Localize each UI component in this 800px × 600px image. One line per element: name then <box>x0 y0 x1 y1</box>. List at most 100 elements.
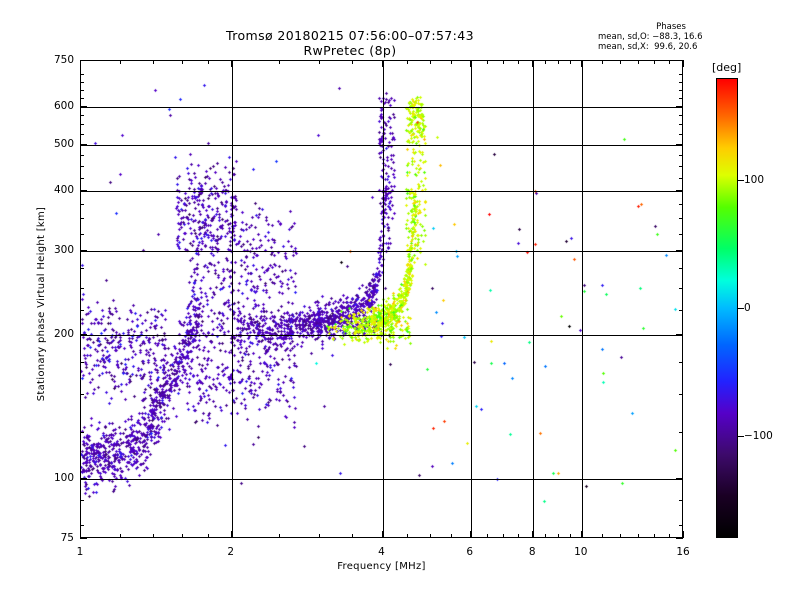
colorbar-tick-label: 0 <box>744 302 751 314</box>
x-tick-label: 10 <box>574 546 588 558</box>
x-axis-title: Frequency [MHz] <box>337 561 426 572</box>
phase-stats-header: Phases <box>656 22 686 32</box>
y-tick-minor-right <box>679 500 683 501</box>
gridline-vertical <box>582 61 583 537</box>
x-tick-label: 1 <box>76 546 84 558</box>
x-tick-minor <box>518 534 519 538</box>
y-tick-label: 400 <box>53 184 74 197</box>
x-tick-minor <box>620 534 621 538</box>
y-tick-minor <box>80 234 84 235</box>
colorbar-tick <box>738 308 744 309</box>
x-tick-minor <box>279 534 280 538</box>
y-tick-minor-right <box>679 432 683 433</box>
x-tick-minor <box>430 534 431 538</box>
x-tick-minor-top <box>120 60 121 64</box>
y-tick-major-right <box>676 250 683 251</box>
gridline-horizontal <box>81 479 682 480</box>
x-tick-minor-top <box>279 60 280 64</box>
x-tick-minor <box>153 534 154 538</box>
x-tick-minor <box>352 534 353 538</box>
gridline-horizontal <box>81 335 682 336</box>
x-tick-minor-top <box>182 60 183 64</box>
x-tick-minor-top <box>620 60 621 64</box>
x-tick-minor-top <box>487 60 488 64</box>
colorbar-unit-label: [deg] <box>712 61 742 74</box>
phase-stats-x-line: mean, sd,X: 99.6, 20.6 <box>598 42 698 52</box>
y-tick-minor <box>80 500 84 501</box>
y-tick-minor <box>80 124 84 125</box>
y-tick-major <box>80 60 87 61</box>
x-tick-label: 6 <box>466 546 474 558</box>
x-tick-major-top <box>581 60 582 67</box>
y-tick-minor-right <box>679 74 683 75</box>
colorbar-gradient <box>716 78 738 538</box>
x-tick-minor <box>558 534 559 538</box>
x-tick-minor <box>487 534 488 538</box>
x-tick-minor-top <box>208 60 209 64</box>
gridline-horizontal <box>81 145 682 146</box>
y-tick-minor-right <box>679 525 683 526</box>
y-tick-label: 500 <box>53 138 74 151</box>
y-tick-minor <box>80 204 84 205</box>
y-tick-major <box>80 334 87 335</box>
plot-area <box>80 60 683 538</box>
x-tick-minor-top <box>430 60 431 64</box>
y-tick-minor <box>80 82 84 83</box>
x-tick-minor <box>669 534 670 538</box>
x-tick-major <box>470 531 471 538</box>
x-tick-minor-top <box>669 60 670 64</box>
colorbar-tick <box>738 436 744 437</box>
y-tick-minor-right <box>679 178 683 179</box>
gridline-horizontal <box>81 251 682 252</box>
x-tick-major-top <box>382 60 383 67</box>
y-tick-major-right <box>676 478 683 479</box>
y-tick-minor <box>80 362 84 363</box>
x-tick-label: 8 <box>528 546 536 558</box>
x-tick-minor-top <box>570 60 571 64</box>
y-tick-minor-right <box>679 204 683 205</box>
x-tick-minor <box>545 534 546 538</box>
y-tick-major-right <box>676 190 683 191</box>
y-tick-minor-right <box>679 218 683 219</box>
x-tick-major-top <box>80 60 81 67</box>
page-title: Tromsø 20180215 07:56:00–07:57:43 <box>226 28 474 43</box>
x-tick-minor-top <box>407 60 408 64</box>
y-tick-major-right <box>676 60 683 61</box>
y-tick-minor-right <box>679 134 683 135</box>
y-tick-minor <box>80 115 84 116</box>
y-tick-major <box>80 538 87 539</box>
x-tick-minor <box>570 534 571 538</box>
x-tick-minor-top <box>352 60 353 64</box>
x-tick-minor <box>654 534 655 538</box>
y-tick-minor <box>80 525 84 526</box>
y-tick-major <box>80 144 87 145</box>
x-tick-minor <box>602 534 603 538</box>
y-tick-major-right <box>676 538 683 539</box>
x-tick-major <box>231 531 232 538</box>
y-tick-minor <box>80 155 84 156</box>
y-tick-minor-right <box>679 362 683 363</box>
x-tick-minor-top <box>654 60 655 64</box>
y-tick-label: 600 <box>53 100 74 113</box>
x-tick-major <box>80 531 81 538</box>
y-tick-major-right <box>676 106 683 107</box>
colorbar <box>716 78 738 538</box>
x-tick-minor <box>638 534 639 538</box>
y-tick-label: 300 <box>53 244 74 257</box>
x-tick-minor <box>208 534 209 538</box>
x-tick-major-top <box>231 60 232 67</box>
colorbar-tick-label: −100 <box>744 429 773 442</box>
y-tick-minor <box>80 98 84 99</box>
y-tick-label: 75 <box>60 532 74 544</box>
page-subtitle: RwPretec (8p) <box>303 43 397 58</box>
scatter-points-canvas <box>81 61 682 537</box>
gridline-vertical <box>471 61 472 537</box>
y-tick-minor-right <box>679 288 683 289</box>
gridline-vertical <box>533 61 534 537</box>
y-tick-minor <box>80 268 84 269</box>
x-tick-major <box>683 531 684 538</box>
x-tick-major-top <box>470 60 471 67</box>
y-tick-major-right <box>676 144 683 145</box>
x-tick-minor-top <box>319 60 320 64</box>
